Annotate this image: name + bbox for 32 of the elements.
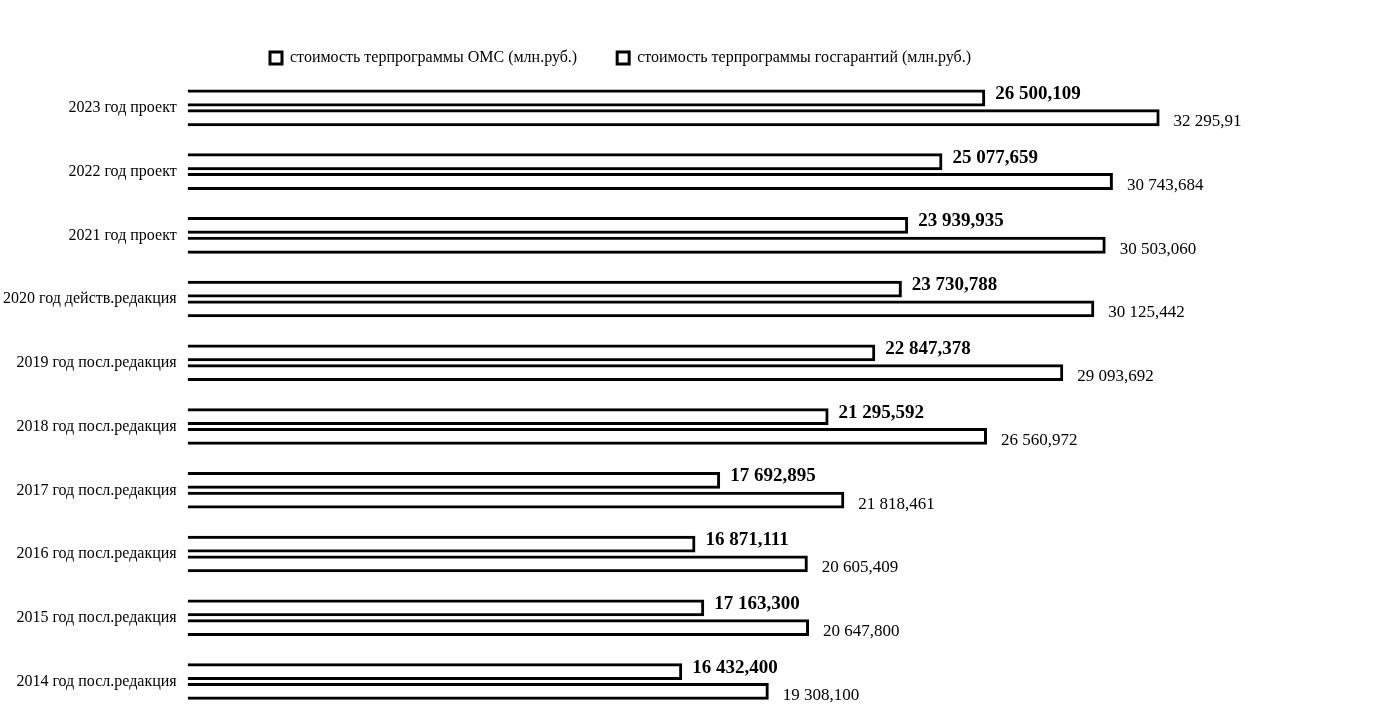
data-label: 17 163,300 <box>714 591 800 613</box>
data-label: 17 692,895 <box>730 464 816 486</box>
y-tick-label: 2022 год проект <box>68 161 177 180</box>
data-label: 21 295,592 <box>838 400 925 422</box>
legend-label: стоимость терпрограммы госгарантий (млн.руб.) <box>637 48 972 67</box>
data-label: 29 093,692 <box>1077 366 1154 386</box>
data-label: 19 308,100 <box>782 684 860 704</box>
data-label: 32 295,91 <box>1173 111 1242 131</box>
y-tick-label: 2015 год посл.редакция <box>16 607 178 626</box>
y-tick-label: 2020 год действ.редакция <box>3 289 178 308</box>
data-label: 21 818,461 <box>858 493 935 513</box>
data-label: 30 125,442 <box>1108 302 1185 322</box>
data-label: 30 743,684 <box>1126 174 1204 194</box>
data-label: 20 647,800 <box>823 621 900 641</box>
data-label: 22 847,378 <box>885 336 971 358</box>
data-label: 23 730,788 <box>911 273 998 295</box>
y-tick-label: 2018 год посл.редакция <box>16 416 178 435</box>
y-tick-label: 2014 год посл.редакция <box>16 671 178 690</box>
data-label: 20 605,409 <box>821 557 899 577</box>
data-label: 30 503,060 <box>1119 238 1197 258</box>
y-tick-label: 2016 год посл.редакция <box>16 544 178 563</box>
data-label: 23 939,935 <box>918 209 1004 231</box>
y-tick-label: 2019 год посл.редакция <box>16 353 178 372</box>
data-label: 26 560,972 <box>1001 429 1078 449</box>
legend-label: стоимость терпрограммы ОМС (млн.руб.) <box>289 48 578 67</box>
y-tick-label: 2021 год проект <box>68 225 177 244</box>
data-label: 25 077,659 <box>952 145 1038 167</box>
y-tick-label: 2017 год посл.редакция <box>16 480 178 499</box>
data-label: 26 500,109 <box>995 81 1081 103</box>
data-label: 16 871,111 <box>705 528 789 550</box>
data-label: 16 432,400 <box>692 655 778 677</box>
y-tick-label: 2023 год проект <box>68 98 177 117</box>
